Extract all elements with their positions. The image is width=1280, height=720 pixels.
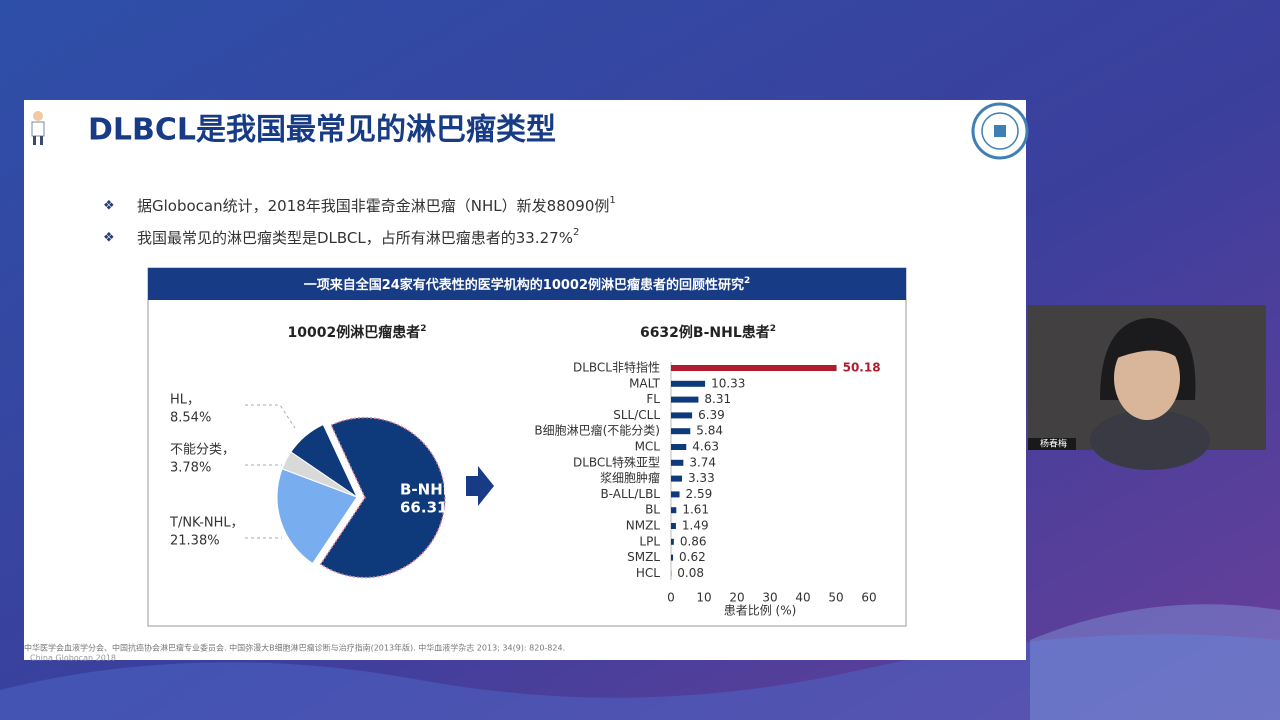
slide: DLBCL是我国最常见的淋巴瘤类型 ❖ 据Globocan统计，2018年我国非… (24, 100, 1029, 663)
footnote: 中华医学会血液学分会、中国抗癌协会淋巴瘤专业委员会. 中国弥漫大B细胞淋巴瘤诊断… (24, 643, 565, 653)
title-text: 6632例B-NHL患者 (640, 324, 770, 341)
y-tick-label: DLBCL特殊亚型 (573, 454, 660, 469)
bar (671, 491, 680, 498)
bar (671, 459, 684, 466)
y-tick-label: B细胞淋巴瘤(不能分类) (534, 423, 660, 438)
logo (971, 102, 1029, 160)
pie-label: 不能分类， (170, 443, 235, 458)
bullet: 据Globocan统计，2018年我国非霍奇金淋巴瘤（NHL）新发88090例1 (137, 195, 616, 215)
value-label: 1.49 (682, 519, 709, 533)
value-label: 10.33 (711, 376, 745, 390)
x-axis-label: 患者比例 (%) (724, 604, 797, 618)
banner-note: 2 (744, 276, 750, 286)
footnote: China Globocan 2018 (30, 654, 116, 663)
pie-slice (290, 423, 359, 499)
chart-title: 10002例淋巴瘤患者2 (288, 324, 427, 342)
pie-value-label: 66.31% (400, 499, 462, 517)
x-tick-label: 40 (795, 591, 810, 605)
y-tick-label: HCL (636, 566, 660, 580)
x-tick-label: 30 (762, 591, 777, 605)
bar (671, 365, 837, 371)
bar (671, 475, 682, 482)
y-tick-label: SMZL (627, 550, 660, 564)
value-label: 3.74 (689, 455, 716, 469)
pie-slice (276, 468, 358, 565)
y-tick-label: B-ALL/LBL (600, 487, 660, 501)
bar (671, 507, 677, 514)
leader-lines (245, 404, 296, 539)
pie-value-label: 21.38% (170, 534, 220, 549)
y-tick-label: BL (645, 503, 660, 517)
title-text: 10002例淋巴瘤患者 (288, 324, 421, 341)
x-tick-label: 60 (861, 591, 876, 605)
doctor-icon (31, 111, 45, 145)
pie-slice (319, 416, 446, 579)
bullet-icon: ❖ (103, 231, 115, 246)
value-label: 4.63 (692, 440, 719, 454)
bullet-icon: ❖ (103, 199, 115, 214)
bar (671, 396, 699, 403)
x-tick-label: 50 (828, 591, 843, 605)
value-label: 2.59 (686, 487, 713, 501)
banner-text: 一项来自全国24家有代表性的医学机构的10002例淋巴瘤患者的回顾性研究2 (304, 276, 751, 293)
title-note: 2 (770, 324, 776, 334)
value-label: 0.62 (679, 550, 706, 564)
x-tick-label: 20 (729, 591, 744, 605)
webcam: 杨春梅 (1028, 305, 1266, 470)
pie-value-label: 3.78% (170, 461, 211, 476)
value-label: 0.86 (680, 534, 707, 548)
y-tick-label: SLL/CLL (613, 408, 660, 422)
participant-name: 杨春梅 (1040, 438, 1067, 450)
bar (671, 444, 687, 450)
chart-box (147, 267, 907, 627)
arrow (466, 466, 494, 506)
pie-label: T/NK-NHL， (169, 516, 244, 531)
bar (671, 523, 676, 529)
bar (671, 538, 674, 545)
x-tick-label: 10 (696, 591, 711, 605)
y-tick-label: MALT (629, 376, 661, 390)
bar (671, 380, 706, 387)
bullet-note: 2 (573, 227, 579, 238)
y-tick-label: MCL (635, 440, 661, 454)
title-note: 2 (420, 324, 426, 334)
banner-title: 一项来自全国24家有代表性的医学机构的10002例淋巴瘤患者的回顾性研究 (304, 277, 744, 293)
banner (148, 268, 906, 300)
bar (671, 554, 674, 561)
value-label: 50.18 (843, 361, 881, 375)
bullet-note: 1 (609, 195, 615, 206)
y-tick-label: DLBCL非特指性 (573, 360, 660, 375)
value-label: 5.84 (696, 424, 723, 438)
value-label: 6.39 (698, 408, 725, 422)
bullet-text: 据Globocan统计，2018年我国非霍奇金淋巴瘤（NHL）新发88090例 (137, 197, 609, 215)
wave (1030, 604, 1280, 720)
y-tick-label: FL (646, 392, 660, 406)
bullet-text: 我国最常见的淋巴瘤类型是DLBCL，占所有淋巴瘤患者的33.27% (137, 229, 573, 247)
x-tick-label: 0 (667, 591, 675, 605)
value-label: 3.33 (688, 471, 715, 485)
y-tick-label: 浆细胞肿瘤 (600, 470, 660, 485)
y-tick-label: NMZL (626, 519, 661, 533)
bar (671, 428, 691, 435)
bullet: 我国最常见的淋巴瘤类型是DLBCL，占所有淋巴瘤患者的33.27%2 (137, 227, 579, 247)
value-label: 0.08 (677, 566, 704, 580)
pie-value-label: 8.54% (170, 411, 211, 426)
value-label: 8.31 (704, 392, 731, 406)
chart-title: 6632例B-NHL患者2 (640, 324, 776, 342)
y-tick-label: LPL (639, 534, 660, 548)
slide-title: DLBCL是我国最常见的淋巴瘤类型 (88, 113, 556, 148)
pie-label: HL， (170, 393, 200, 408)
value-label: 1.61 (682, 503, 709, 517)
pie-label: B-NHL， (400, 481, 467, 499)
bar (671, 412, 693, 419)
